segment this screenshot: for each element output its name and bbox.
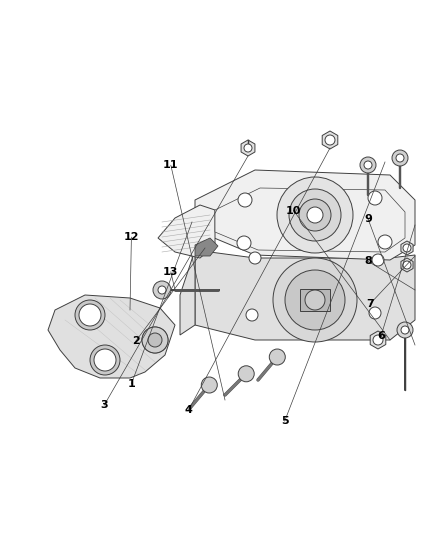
Circle shape <box>369 307 381 319</box>
Text: 11: 11 <box>163 160 179 170</box>
Circle shape <box>201 377 217 393</box>
Circle shape <box>360 157 376 173</box>
Text: 5: 5 <box>281 416 289 426</box>
Text: 3: 3 <box>100 400 108 410</box>
Polygon shape <box>401 258 413 272</box>
Circle shape <box>158 286 166 294</box>
Circle shape <box>238 366 254 382</box>
Circle shape <box>401 326 409 334</box>
Circle shape <box>403 244 411 252</box>
Polygon shape <box>158 205 215 258</box>
Circle shape <box>289 189 341 241</box>
Circle shape <box>237 236 251 250</box>
Circle shape <box>249 252 261 264</box>
Text: 7: 7 <box>366 299 374 309</box>
Circle shape <box>146 331 164 349</box>
Polygon shape <box>322 131 338 149</box>
Circle shape <box>372 254 384 266</box>
Circle shape <box>299 199 331 231</box>
Circle shape <box>79 304 101 326</box>
Bar <box>300 289 330 311</box>
Circle shape <box>244 144 252 152</box>
Circle shape <box>269 349 285 365</box>
Text: 6: 6 <box>377 331 385 341</box>
Text: 1: 1 <box>127 379 135 389</box>
Polygon shape <box>195 238 218 256</box>
Circle shape <box>75 300 105 330</box>
Circle shape <box>142 327 168 353</box>
Circle shape <box>305 290 325 310</box>
Text: 2: 2 <box>132 336 140 346</box>
Circle shape <box>373 335 383 345</box>
Polygon shape <box>195 170 415 260</box>
Polygon shape <box>241 140 255 156</box>
Circle shape <box>325 135 335 145</box>
Polygon shape <box>180 250 195 335</box>
Circle shape <box>273 258 357 342</box>
Polygon shape <box>370 331 386 349</box>
Circle shape <box>277 177 353 253</box>
Circle shape <box>285 270 345 330</box>
Circle shape <box>142 327 168 353</box>
Circle shape <box>148 333 162 347</box>
Circle shape <box>378 235 392 249</box>
Polygon shape <box>195 250 415 340</box>
Text: 13: 13 <box>163 267 179 277</box>
Text: 10: 10 <box>286 206 301 215</box>
Circle shape <box>397 322 413 338</box>
Circle shape <box>153 281 171 299</box>
Circle shape <box>368 191 382 205</box>
Circle shape <box>90 345 120 375</box>
Circle shape <box>403 261 411 269</box>
Polygon shape <box>215 188 405 252</box>
Text: 12: 12 <box>124 232 139 242</box>
Polygon shape <box>401 241 413 255</box>
Circle shape <box>238 193 252 207</box>
Text: 4: 4 <box>184 406 192 415</box>
Circle shape <box>396 154 404 162</box>
Circle shape <box>307 207 323 223</box>
Circle shape <box>392 150 408 166</box>
Polygon shape <box>48 295 175 378</box>
Text: 9: 9 <box>364 214 372 223</box>
Text: 8: 8 <box>364 256 372 266</box>
Circle shape <box>246 309 258 321</box>
Circle shape <box>94 349 116 371</box>
Circle shape <box>364 161 372 169</box>
